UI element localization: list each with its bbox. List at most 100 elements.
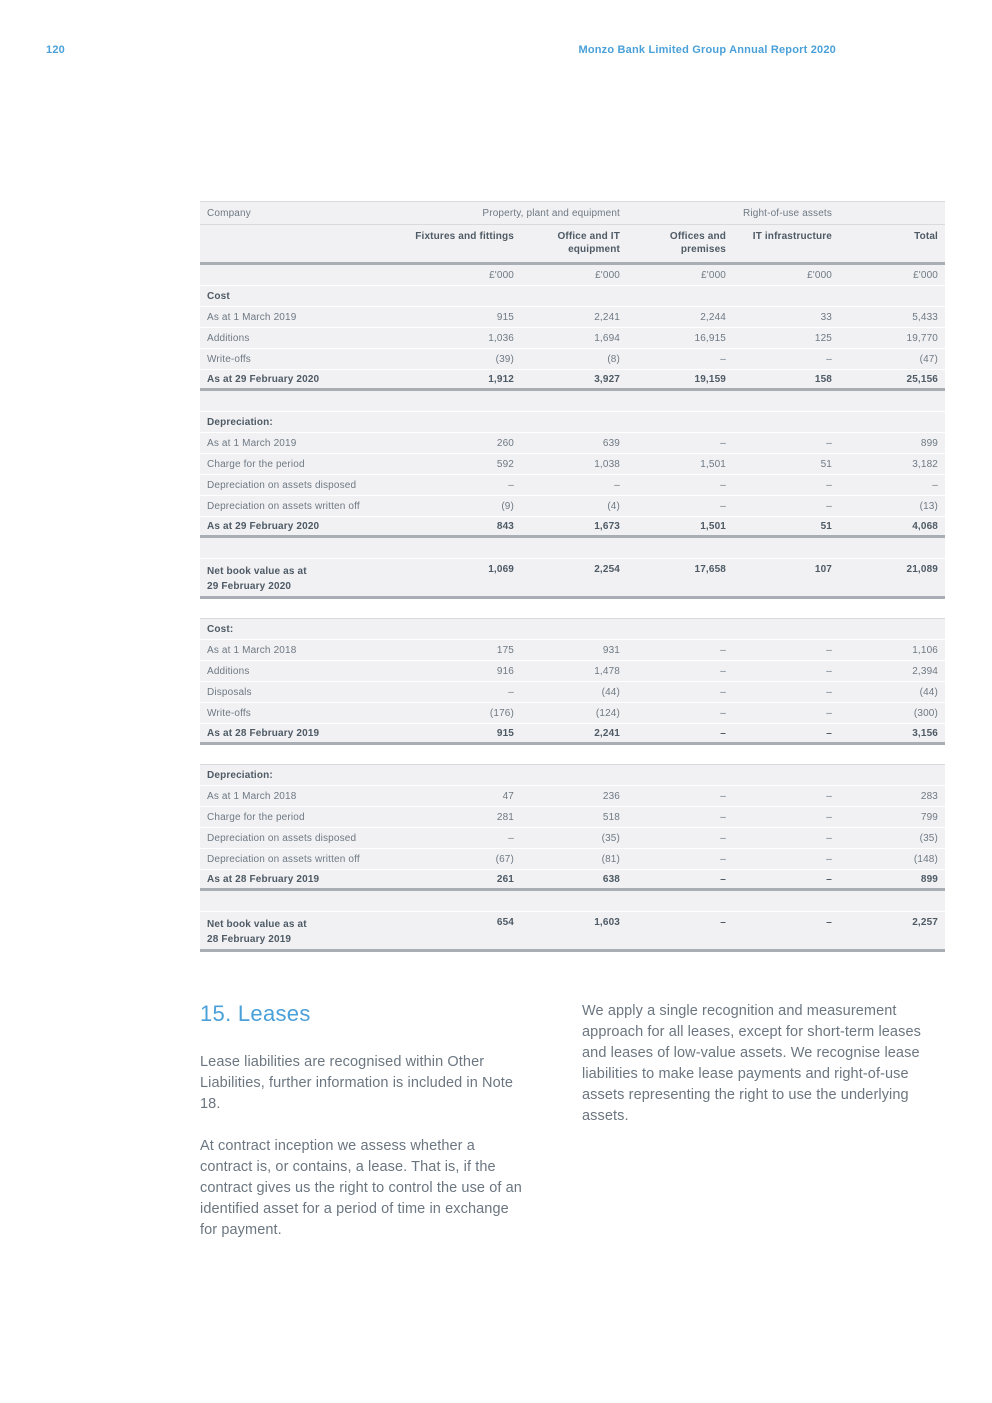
report-title: Monzo Bank Limited Group Annual Report 2… <box>578 44 836 56</box>
note-left-column: 15. Leases Lease liabilities are recogni… <box>200 1001 530 1262</box>
table-row: Depreciation on assets disposed – (35) – – (3… <box>200 828 945 849</box>
table-section: Depreciation: As at 1 March 2018 47 236 – – 28… <box>200 764 945 891</box>
row-value: 843 <box>496 520 514 532</box>
row-value: – <box>720 665 726 677</box>
row-value: (8) <box>607 353 620 365</box>
table-row: Cost <box>200 286 945 307</box>
row-value: – <box>508 832 514 844</box>
row-label: As at 1 March 2018 <box>207 790 297 802</box>
table-group-header-row: Company Property, plant and equipment Ri… <box>200 202 945 225</box>
row-value: 5,433 <box>912 311 938 323</box>
row-value: – <box>720 811 726 823</box>
row-value: (39) <box>495 353 514 365</box>
row-label: Depreciation on assets written off <box>207 500 360 512</box>
column-header-empty <box>200 230 415 256</box>
row-value: 1,603 <box>594 917 620 928</box>
note-paragraph: Lease liabilities are recognised within … <box>200 1054 514 1112</box>
row-value: 16,915 <box>694 332 726 344</box>
row-label: Write-offs <box>207 707 251 719</box>
row-value: – <box>720 727 726 739</box>
row-value: 283 <box>920 790 938 802</box>
row-value: – <box>826 644 832 656</box>
row-value: 592 <box>496 458 514 470</box>
row-value: 916 <box>496 665 514 677</box>
section-spacer <box>200 391 945 412</box>
row-value: (300) <box>913 707 938 719</box>
row-value: (13) <box>919 500 938 512</box>
row-value: 638 <box>602 873 620 885</box>
table-row: As at 1 March 2018 47 236 – – 283 <box>200 786 945 807</box>
row-value: 51 <box>820 520 832 532</box>
row-value: 21,089 <box>906 564 938 575</box>
row-label: As at 28 February 2019 <box>207 873 320 885</box>
column-header-total: Total <box>914 231 938 242</box>
row-value: – <box>720 644 726 656</box>
row-value: 899 <box>920 437 938 449</box>
row-value: – <box>826 917 832 928</box>
row-value: 518 <box>602 811 620 823</box>
section-spacer <box>200 745 945 764</box>
row-value: 1,912 <box>488 373 514 385</box>
column-header-fixtures: Fixtures and fittings <box>415 231 514 242</box>
row-value: – <box>720 500 726 512</box>
row-value: (4) <box>607 500 620 512</box>
row-value: 25,156 <box>906 373 938 385</box>
row-label: Depreciation on assets disposed <box>207 479 357 491</box>
row-value: 107 <box>814 564 832 575</box>
row-value: 2,241 <box>594 727 620 739</box>
table-row: Disposals – (44) – – (44) <box>200 682 945 703</box>
row-value: (44) <box>601 686 620 698</box>
row-value: 1,069 <box>488 564 514 575</box>
row-value: 2,257 <box>912 917 938 928</box>
row-label: Cost <box>207 290 230 302</box>
table-section: Cost As at 1 March 2019 915 2,241 2,244 33 5,4… <box>200 286 945 391</box>
leases-note: 15. Leases Lease liabilities are recogni… <box>200 1001 945 1262</box>
row-value: 2,254 <box>594 564 620 575</box>
row-value: (35) <box>919 832 938 844</box>
row-value: 17,658 <box>694 564 726 575</box>
row-value: – <box>614 479 620 491</box>
company-label: Company <box>207 207 251 219</box>
table-row: Write-offs (39) (8) – – (47) <box>200 349 945 370</box>
row-value: 125 <box>814 332 832 344</box>
row-value: 4,068 <box>912 520 938 532</box>
row-value: 2,244 <box>700 311 726 323</box>
row-label: Write-offs <box>207 353 251 365</box>
page-header: 120 Monzo Bank Limited Group Annual Repo… <box>46 44 836 56</box>
row-value: – <box>720 790 726 802</box>
row-value: 1,036 <box>488 332 514 344</box>
row-value: (9) <box>501 500 514 512</box>
row-value: – <box>826 727 832 739</box>
row-value: 33 <box>820 311 832 323</box>
unit-label: £'000 <box>913 269 938 281</box>
table-row: As at 1 March 2019 915 2,241 2,244 33 5,433 <box>200 307 945 328</box>
table-section: Cost: As at 1 March 2018 175 931 – – 1,106 Addi… <box>200 618 945 745</box>
row-label: Net book value as at 29 February 2020 <box>207 566 307 592</box>
row-value: 931 <box>602 644 620 656</box>
row-value: 899 <box>920 873 938 885</box>
row-value: 639 <box>602 437 620 449</box>
row-value: – <box>720 479 726 491</box>
row-value: – <box>932 479 938 491</box>
table-row: Depreciation on assets written off (67) (8… <box>200 849 945 870</box>
row-value: 799 <box>920 811 938 823</box>
group-header-ppe: Property, plant and equipment <box>482 207 620 219</box>
note-paragraph: We apply a single recognition and measur… <box>582 1003 921 1124</box>
row-value: 3,927 <box>594 373 620 385</box>
row-value: – <box>720 707 726 719</box>
table-body: Cost As at 1 March 2019 915 2,241 2,244 33 5,4… <box>200 286 945 952</box>
row-value: – <box>508 479 514 491</box>
ppe-rou-assets-table: Company Property, plant and equipment Ri… <box>200 201 945 952</box>
row-value: 1,501 <box>700 520 726 532</box>
row-value: 2,241 <box>594 311 620 323</box>
row-value: 175 <box>496 644 514 656</box>
table-section: Net book value as at 29 February 2020 1,0… <box>200 559 945 599</box>
table-row: Depreciation on assets disposed – – – – – <box>200 475 945 496</box>
row-value: – <box>826 707 832 719</box>
table-row: Additions 1,036 1,694 16,915 125 19,770 <box>200 328 945 349</box>
row-value: (67) <box>495 853 514 865</box>
row-label: Net book value as at 28 February 2019 <box>207 919 307 945</box>
row-value: (81) <box>601 853 620 865</box>
table-row: Cost: <box>200 619 945 640</box>
